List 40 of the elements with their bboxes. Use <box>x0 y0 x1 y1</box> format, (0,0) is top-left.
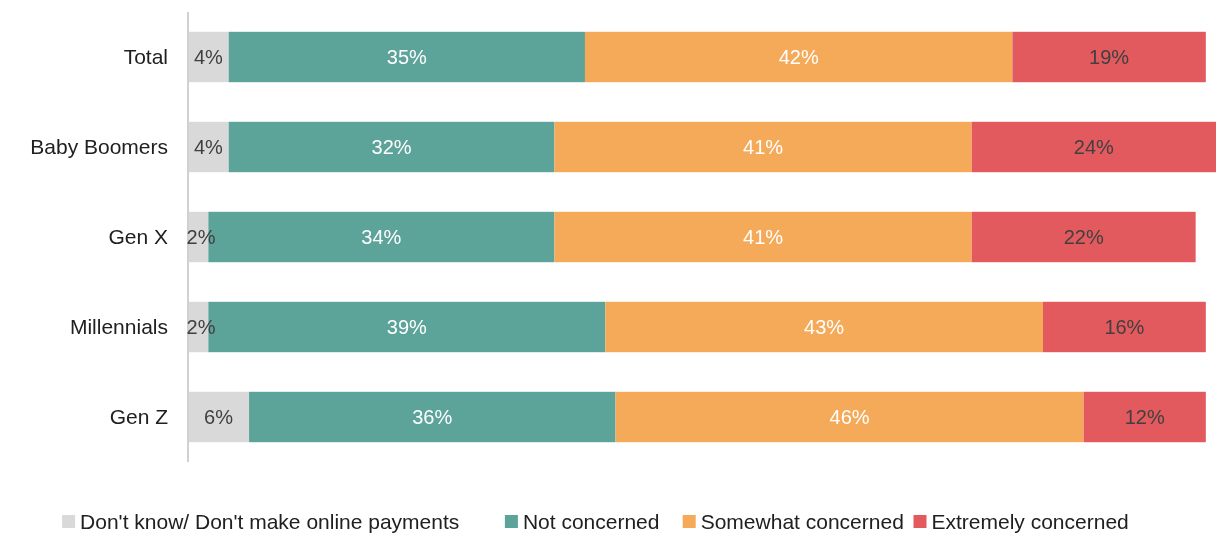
bar <box>1012 31 1206 83</box>
bar <box>971 211 1196 263</box>
data-label: 35% <box>386 46 428 68</box>
bar <box>249 391 616 443</box>
bar <box>554 121 972 173</box>
y-tick-label: Millennials <box>69 315 168 339</box>
data-label: 46% <box>829 406 870 428</box>
data-label: 6% <box>204 406 234 428</box>
data-label: 39% <box>386 316 428 338</box>
legend-label: Not concerned <box>522 510 660 534</box>
data-label: 19% <box>1089 46 1130 68</box>
data-label: 32% <box>371 136 412 158</box>
legend-label: Somewhat concerned <box>700 510 904 534</box>
data-label: 42% <box>778 46 819 68</box>
bar <box>1083 391 1206 443</box>
y-tick-label: Gen X <box>108 225 168 249</box>
bar <box>228 121 555 173</box>
y-tick-label: Baby Boomers <box>30 135 168 159</box>
data-label: 41% <box>743 136 784 158</box>
bar <box>554 211 972 263</box>
data-label: 34% <box>361 226 402 248</box>
bar <box>1042 301 1206 353</box>
bar <box>971 121 1216 173</box>
data-label: 41% <box>743 226 784 248</box>
data-label: 36% <box>412 406 453 428</box>
bar <box>584 31 1013 83</box>
y-tick-label: Total <box>123 45 168 69</box>
data-label: 4% <box>193 136 224 158</box>
legend-label: Extremely concerned <box>931 510 1129 534</box>
data-label: 12% <box>1124 406 1165 428</box>
bar <box>615 391 1084 443</box>
data-label: 43% <box>804 316 845 338</box>
y-tick-label: Gen Z <box>109 405 169 429</box>
data-label: 16% <box>1104 316 1145 338</box>
data-label: 24% <box>1073 136 1115 158</box>
bar <box>228 31 585 83</box>
bar <box>605 301 1043 353</box>
data-label: 22% <box>1063 226 1104 248</box>
legend-label: Don't know/ Don't make online payments <box>80 510 460 534</box>
data-label: 4% <box>193 46 224 68</box>
